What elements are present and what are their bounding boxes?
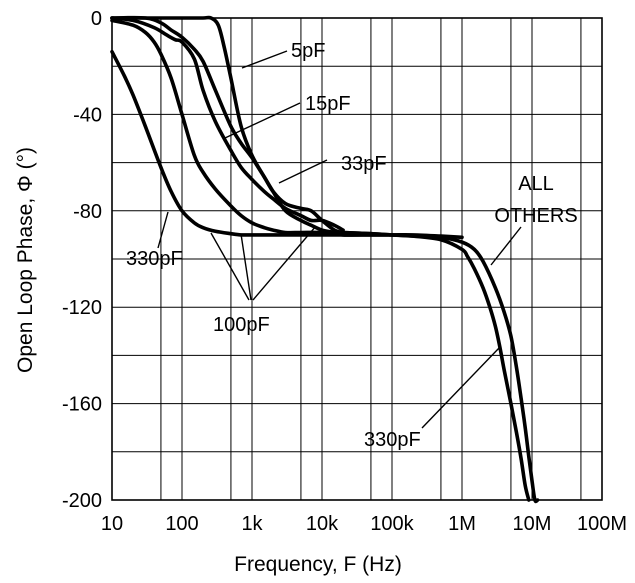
leader-100pf-a — [210, 232, 250, 301]
x-tick-label: 1M — [448, 513, 476, 535]
x-tick-label: 10k — [306, 513, 339, 535]
x-tick-label: 100 — [165, 513, 198, 535]
label-330pf-left: 330pF — [126, 248, 183, 270]
curve-annotations: 5pF 15pF 33pF ALL OTHERS 330pF 100pF 330… — [126, 40, 578, 451]
x-tick-label: 100M — [577, 513, 627, 535]
label-all: ALL — [518, 173, 554, 195]
y-tick-label: 0 — [91, 8, 102, 30]
leader-33pf — [278, 159, 328, 184]
phase-curve-4 — [110, 18, 345, 236]
x-tick-label: 100k — [370, 513, 414, 535]
phase-curve-7 — [341, 230, 531, 502]
phase-curve-3 — [110, 16, 345, 232]
leader-5pf — [241, 50, 288, 69]
x-tick-label: 10M — [513, 513, 552, 535]
phase-curve-6 — [341, 230, 540, 504]
axis-ticks: 10 100 1k 10k 100k 1M 10M 100M 0 -40 -80 -120 -160 -2… — [62, 8, 627, 535]
leader-330pf-left — [157, 211, 169, 249]
phase-curve-2 — [110, 15, 345, 235]
plot-grid — [111, 17, 603, 501]
phase-curves — [110, 15, 540, 504]
label-15pf: 15pF — [305, 93, 351, 115]
leader-100pf-b — [240, 233, 252, 301]
y-tick-label: -80 — [73, 201, 102, 223]
label-others: OTHERS — [494, 205, 577, 227]
label-5pf: 5pF — [291, 40, 325, 62]
label-33pf: 33pF — [341, 153, 387, 175]
leader-all-others — [490, 226, 522, 266]
label-100pf: 100pF — [213, 314, 270, 336]
x-axis-title: Frequency, F (Hz) — [234, 553, 402, 576]
y-tick-label: -160 — [62, 394, 102, 416]
y-tick-label: -40 — [73, 104, 102, 126]
y-tick-label: -200 — [62, 490, 102, 512]
leader-330pf-right — [421, 346, 501, 429]
y-tick-label: -120 — [62, 297, 102, 319]
x-tick-label: 1k — [241, 513, 263, 535]
y-axis-title: Open Loop Phase, Φ (°) — [14, 147, 37, 373]
x-tick-label: 10 — [101, 513, 123, 535]
phase-curve-5 — [110, 49, 394, 237]
plot-frame — [111, 17, 603, 501]
leader-100pf-c — [252, 225, 317, 301]
label-330pf-right: 330pF — [364, 429, 421, 451]
leader-15pf — [224, 102, 301, 139]
